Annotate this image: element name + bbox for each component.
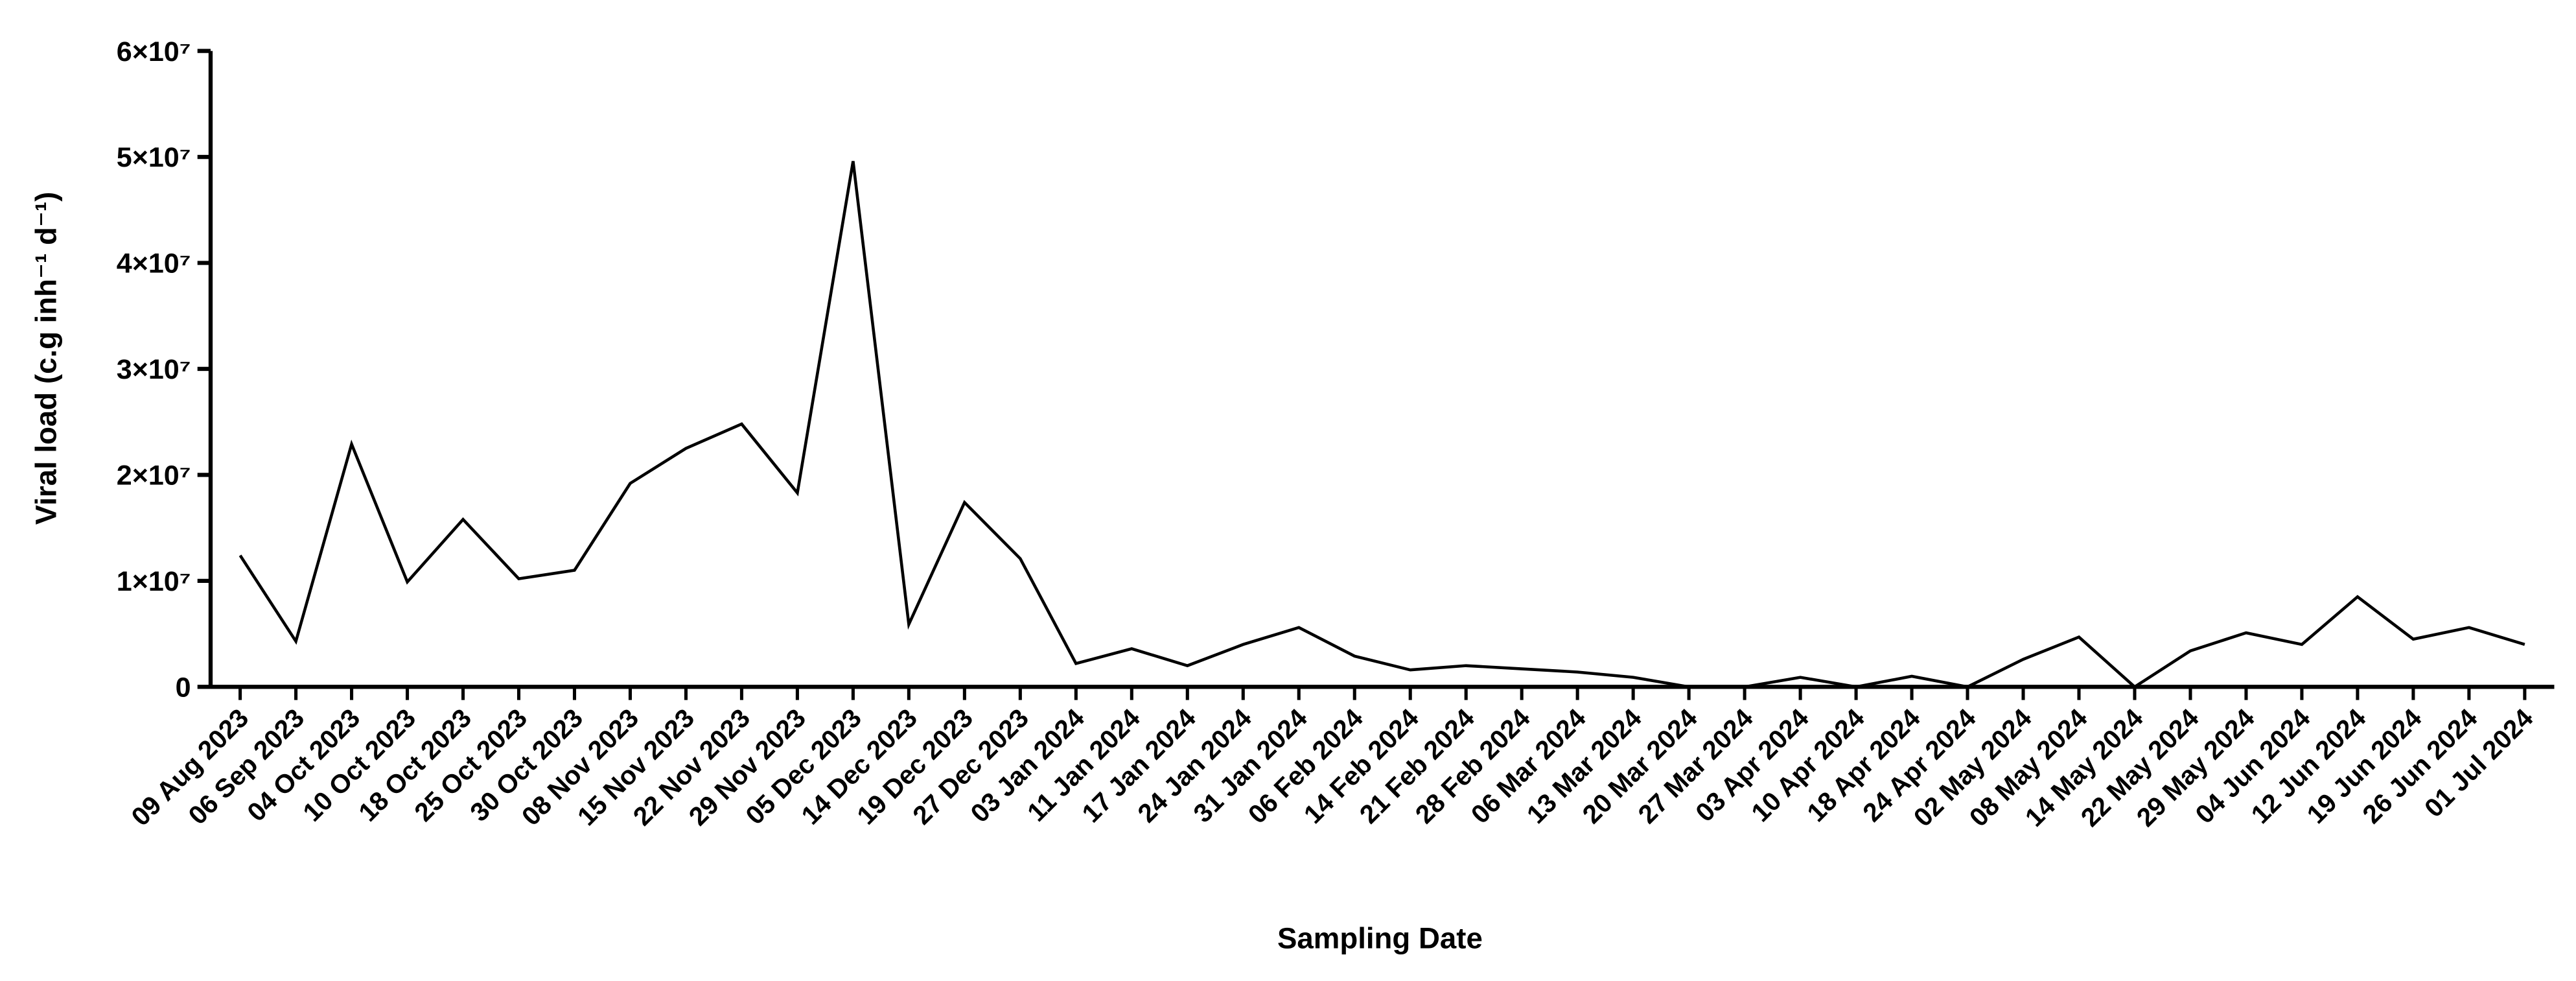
data-line bbox=[238, 161, 2525, 689]
y-tick-label: 6×10⁷ bbox=[117, 36, 191, 67]
y-tick-label: 5×10⁷ bbox=[117, 142, 191, 173]
y-tick-label: 3×10⁷ bbox=[117, 354, 191, 385]
y-tick-label: 2×10⁷ bbox=[117, 460, 191, 491]
y-axis-label: Viral load (c.g inh⁻¹ d⁻¹) bbox=[30, 192, 63, 525]
y-tick-label: 4×10⁷ bbox=[117, 248, 191, 279]
y-tick-label: 1×10⁷ bbox=[117, 566, 191, 597]
y-tick-label: 0 bbox=[176, 672, 191, 703]
x-axis-label: Sampling Date bbox=[1277, 921, 1483, 954]
